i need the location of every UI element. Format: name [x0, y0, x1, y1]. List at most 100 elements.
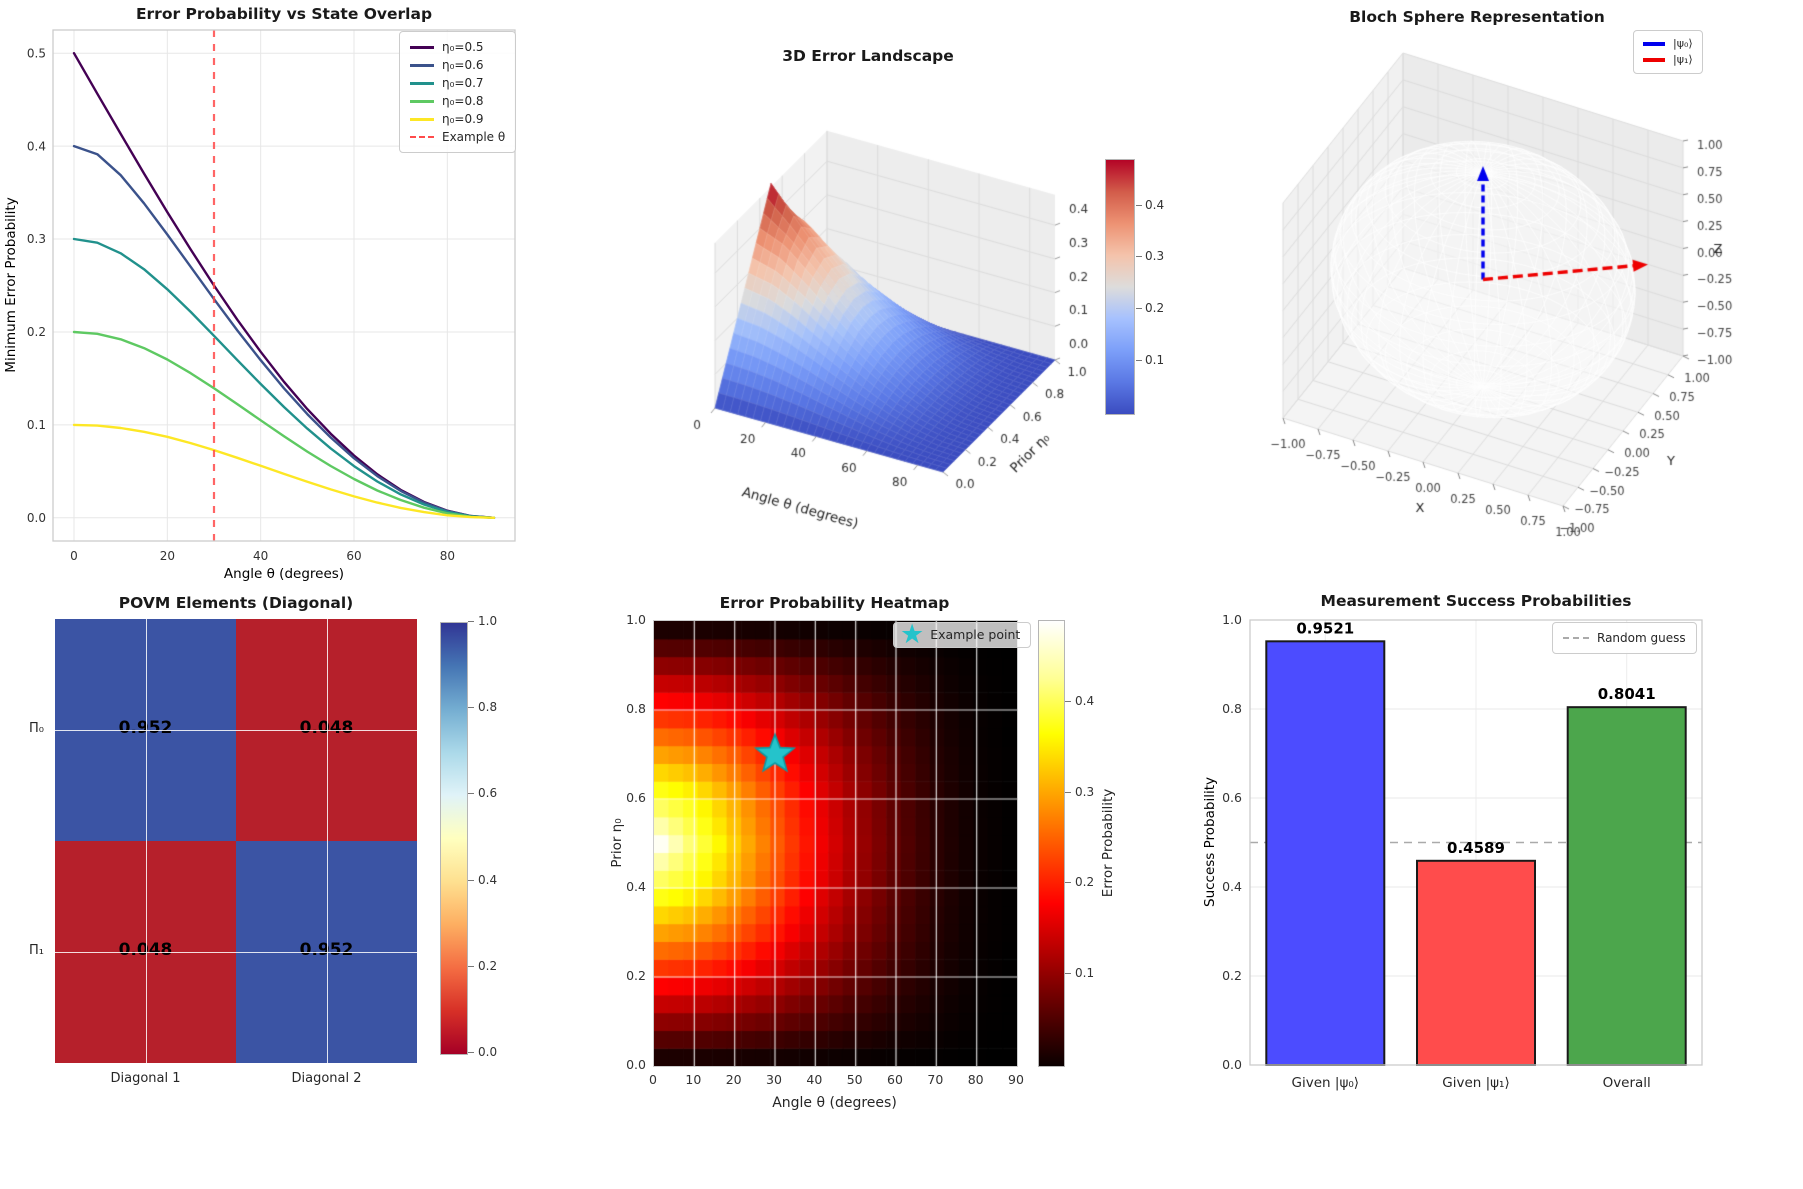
y-tick-label: 0.4 [626, 879, 646, 894]
colorbar-label: Error Probability [1100, 788, 1116, 898]
colorbar-tick-label: 0.4 [478, 872, 498, 887]
heatmap-image [653, 620, 1018, 1067]
subplot-error-heatmap: Error Probability Heatmap Angle θ (degre… [600, 590, 1200, 1189]
surface-plot [600, 0, 1200, 590]
x-tick-label: Diagonal 2 [291, 1071, 362, 1086]
y-tick-label: 1.0 [626, 612, 646, 627]
y-tick-label: 0.4 [1222, 879, 1242, 894]
legend-label: η₀=0.5 [442, 40, 484, 54]
colorbar-tick [468, 879, 474, 881]
bar-chart: 0.9521 0.4589 0.8041 0.0 0.2 0.4 0.6 0.8 1.0 Giv… [1202, 592, 1703, 1091]
legend-item: |ψ₁⟩ [1643, 52, 1693, 68]
legend-swatch [410, 99, 434, 103]
x-tick-label: 20 [725, 1072, 742, 1087]
x-tick-label: 40 [806, 1072, 823, 1087]
y-tick-label: 0.8 [626, 701, 646, 716]
x-axis-label: Angle θ (degrees) [772, 1095, 897, 1111]
colorbar [1105, 159, 1135, 415]
x-tick-label: 10 [685, 1072, 702, 1087]
legend-swatch [410, 117, 434, 121]
colorbar-tick-label: 0.1 [1075, 966, 1095, 981]
colorbar-tick-label: 0.3 [1145, 249, 1165, 263]
x-tick-label: 30 [766, 1072, 782, 1087]
bar-value-label: 0.8041 [1598, 685, 1656, 703]
x-tick-label: 70 [927, 1072, 944, 1087]
colorbar-tick [468, 1052, 474, 1053]
colorbar-tick-label: 0.2 [1075, 875, 1095, 890]
legend-label: Random guess [1597, 631, 1686, 645]
y-tick-label: 1.0 [1222, 612, 1242, 627]
axes-spines [1249, 619, 1703, 1066]
bar [1566, 706, 1687, 1066]
y-tick-label: 0.4 [27, 139, 46, 153]
legend-item: η₀=0.8 [410, 92, 505, 110]
legend-label: Example point [930, 627, 1021, 642]
grid-line [55, 952, 417, 953]
legend-item: Example θ [410, 128, 505, 146]
chart-title: POVM Elements (Diagonal) [118, 594, 354, 612]
y-tick-label: 0.0 [27, 511, 46, 525]
bars: 0.9521 0.4589 0.8041 [1250, 619, 1702, 1067]
x-tick-label: Given |ψ₁⟩ [1442, 1075, 1510, 1091]
line-chart: 0 20 40 60 80 0.0 0.1 0.2 0.3 0.4 0.5 Error Probab… [3, 5, 516, 582]
colorbar-tick [1065, 791, 1071, 793]
y-tick-label: 0.2 [27, 325, 46, 339]
colorbar [440, 622, 468, 1055]
x-tick-label: Diagonal 1 [110, 1071, 181, 1086]
legend-label: Example θ [442, 130, 506, 144]
colorbar-tick-label: 0.3 [1075, 784, 1095, 799]
y-tick-label: 0.1 [27, 418, 46, 432]
chart-title: 3D Error Landscape [782, 47, 954, 65]
bar [1416, 859, 1536, 1066]
legend-swatch [410, 136, 434, 138]
y-tick-label: 0.5 [27, 46, 46, 60]
legend-swatch [410, 81, 434, 85]
x-tick-label: 60 [887, 1072, 903, 1087]
grid-line [326, 619, 328, 1063]
legend-item: η₀=0.6 [410, 56, 505, 74]
data-curve [72, 144, 496, 519]
legend: ★ Example point [893, 621, 1032, 648]
data-curves [72, 30, 496, 541]
y-tick-label: 0.2 [626, 968, 646, 983]
bar [1265, 640, 1386, 1067]
grid-line [145, 619, 147, 1063]
colorbar-tick [1065, 973, 1071, 975]
legend-swatch [1643, 58, 1665, 62]
bar-value-label: 0.9521 [1296, 619, 1354, 637]
data-curve [72, 330, 496, 519]
legend-swatch [410, 45, 434, 49]
legend-swatch [410, 63, 434, 67]
x-tick-label: 80 [967, 1072, 984, 1087]
x-axis-label: Angle θ (degrees) [224, 566, 344, 582]
colorbar-tick [1065, 700, 1071, 702]
bloch-sphere-plot [1200, 0, 1803, 590]
legend-label: η₀=0.8 [442, 94, 484, 108]
chart-title: Error Probability Heatmap [719, 594, 950, 612]
y-tick-label: 0.8 [1222, 701, 1242, 716]
y-tick-label: 0.0 [626, 1057, 646, 1072]
colorbar-tick [1136, 308, 1142, 309]
colorbar-tick [468, 621, 474, 622]
colorbar-tick-label: 0.4 [1075, 693, 1095, 708]
colorbar-tick-label: 0.8 [478, 700, 498, 715]
subplot-3d-error-landscape: 3D Error Landscape 0.1 0.2 0.3 0.4 [600, 0, 1200, 590]
povm-heatmap: 0.952 0.048 0.048 0.952 [55, 619, 417, 1063]
x-tick-label: 0 [70, 549, 78, 563]
colorbar-tick [1136, 256, 1142, 257]
bar-value-label: 0.4589 [1447, 839, 1505, 857]
subplot-error-vs-overlap: 0 20 40 60 80 0.0 0.1 0.2 0.3 0.4 0.5 Error Probab… [0, 0, 600, 590]
legend-label: |ψ₀⟩ [1673, 37, 1693, 50]
y-axis-label: Minimum Error Probability [3, 197, 19, 372]
colorbar-tick-label: 0.2 [478, 958, 498, 973]
colorbar-tick [1065, 882, 1071, 884]
legend: |ψ₀⟩ |ψ₁⟩ [1633, 30, 1703, 74]
legend-swatch [1563, 637, 1589, 639]
chart-title: Measurement Success Probabilities [1321, 592, 1632, 610]
colorbar-tick-label: 0.2 [1145, 301, 1165, 315]
y-tick-label: 0.6 [1222, 790, 1242, 805]
x-tick-label: 90 [1008, 1072, 1024, 1087]
x-tick-label: 40 [253, 549, 268, 563]
legend-item: η₀=0.7 [410, 74, 505, 92]
